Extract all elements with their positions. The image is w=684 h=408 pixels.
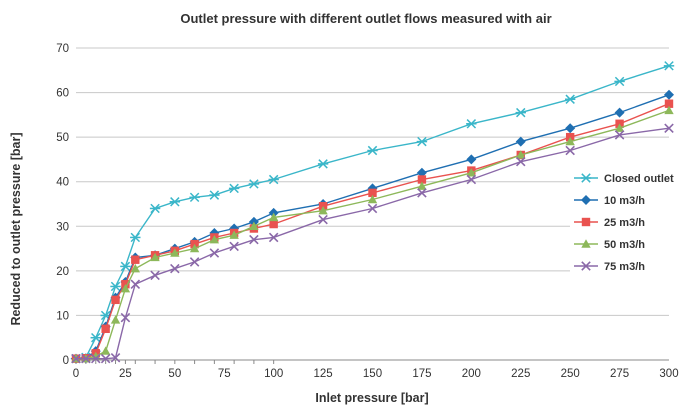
data-point bbox=[209, 191, 219, 199]
x-tick-label: 150 bbox=[363, 368, 382, 380]
chart-title: Outlet pressure with different outlet fl… bbox=[180, 11, 551, 26]
data-point bbox=[121, 313, 129, 321]
data-point bbox=[467, 175, 475, 183]
x-axis-label: Inlet pressure [bar] bbox=[315, 391, 428, 405]
data-point bbox=[614, 77, 624, 85]
y-tick-label: 60 bbox=[56, 88, 69, 100]
data-point bbox=[268, 175, 278, 183]
x-tick-label: 0 bbox=[73, 368, 79, 380]
legend-label: 50 m3/h bbox=[604, 239, 645, 251]
data-point bbox=[111, 296, 119, 304]
x-tick-label: 50 bbox=[168, 368, 181, 380]
legend-label: 75 m3/h bbox=[604, 261, 645, 273]
data-point bbox=[466, 120, 476, 128]
x-tick-label: 175 bbox=[412, 368, 431, 380]
data-point bbox=[101, 346, 110, 354]
data-point bbox=[664, 62, 674, 70]
x-tick-label: 75 bbox=[218, 368, 231, 380]
x-tick-label: 275 bbox=[610, 368, 629, 380]
x-tick-label: 250 bbox=[561, 368, 580, 380]
y-tick-label: 30 bbox=[56, 221, 69, 233]
data-point bbox=[151, 271, 159, 279]
x-tick-label: 300 bbox=[659, 368, 678, 380]
data-point bbox=[516, 137, 526, 147]
y-tick-label: 50 bbox=[56, 132, 69, 144]
data-point bbox=[466, 154, 476, 164]
data-point bbox=[516, 108, 526, 116]
data-point bbox=[101, 325, 109, 333]
data-point bbox=[417, 137, 427, 145]
data-point bbox=[150, 204, 160, 212]
data-point bbox=[130, 233, 140, 241]
data-point bbox=[367, 146, 377, 154]
data-point bbox=[110, 282, 120, 290]
data-point bbox=[249, 180, 259, 188]
x-tick-label: 25 bbox=[119, 368, 132, 380]
data-point bbox=[565, 123, 575, 133]
data-point bbox=[131, 280, 139, 288]
data-point bbox=[131, 256, 139, 264]
y-tick-label: 0 bbox=[63, 355, 69, 367]
x-tick-label: 200 bbox=[462, 368, 481, 380]
y-tick-label: 70 bbox=[56, 43, 69, 55]
data-point bbox=[111, 315, 120, 323]
data-point bbox=[418, 189, 426, 197]
data-point bbox=[230, 242, 238, 250]
x-tick-label: 225 bbox=[511, 368, 530, 380]
data-point bbox=[565, 95, 575, 103]
data-point bbox=[318, 160, 328, 168]
y-tick-label: 10 bbox=[56, 310, 69, 322]
data-point bbox=[210, 249, 218, 257]
legend-label: 25 m3/h bbox=[604, 217, 645, 229]
data-point bbox=[190, 258, 198, 266]
legend: Closed outlet 10 m3/h 25 m3/h 50 m3/h 75 m3/… bbox=[570, 167, 678, 279]
y-tick-label: 20 bbox=[56, 266, 69, 278]
x-tick-label: 100 bbox=[264, 368, 283, 380]
legend-label: 10 m3/h bbox=[604, 195, 645, 207]
data-point bbox=[269, 220, 277, 228]
data-point bbox=[120, 262, 130, 270]
y-tick-label: 40 bbox=[56, 177, 69, 189]
data-point bbox=[664, 90, 674, 100]
data-point bbox=[189, 193, 199, 201]
legend-label: Closed outlet bbox=[604, 173, 674, 185]
x-tick-label: 125 bbox=[313, 368, 332, 380]
data-point bbox=[170, 198, 180, 206]
legend-marker bbox=[582, 218, 590, 226]
y-axis-label: Reduced to outlet pressure [bar] bbox=[9, 132, 23, 325]
data-point bbox=[229, 184, 239, 192]
data-point bbox=[615, 108, 625, 118]
data-point bbox=[171, 264, 179, 272]
